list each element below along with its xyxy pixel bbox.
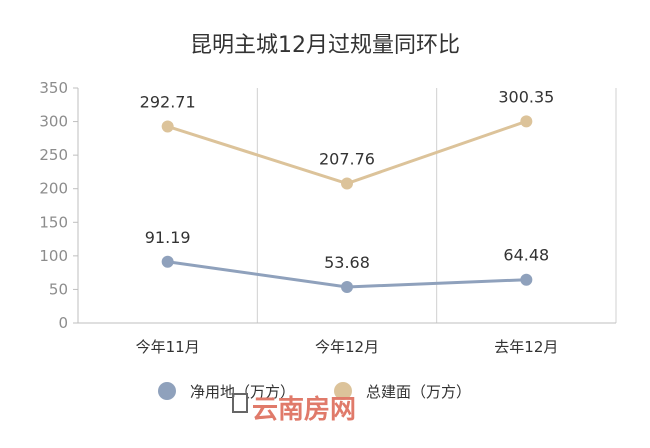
y-tick-label: 0 — [58, 314, 68, 332]
axes — [77, 88, 616, 324]
data-point — [341, 280, 353, 293]
y-tick-label: 300 — [39, 113, 68, 131]
legend-label: 总建面（万方） — [366, 383, 471, 401]
data-label: 292.71 — [140, 92, 196, 111]
data-label: 207.76 — [319, 150, 375, 169]
y-tick-label: 200 — [39, 180, 68, 198]
data-point — [520, 115, 533, 128]
x-tick-label: 今年12月 — [315, 338, 379, 356]
legend-marker — [334, 382, 352, 400]
data-label: 300.35 — [498, 87, 554, 106]
y-tick-label: 350 — [39, 79, 68, 97]
x-tick-label: 去年12月 — [494, 338, 558, 356]
data-point — [161, 120, 174, 133]
data-label: 53.68 — [324, 253, 370, 272]
x-axis-ticks: 今年11月 今年12月 去年12月 — [136, 338, 559, 356]
legend-label: 净用地（万方） — [190, 383, 295, 401]
y-tick-label: 150 — [39, 213, 68, 231]
x-tick-label: 今年11月 — [136, 338, 200, 356]
data-point — [161, 255, 174, 268]
data-label: 91.19 — [145, 228, 191, 247]
watermark: 云南房网 — [232, 393, 356, 425]
series-group: 91.19 53.68 64.48 292.71 207.76 300.35 — [140, 87, 554, 293]
y-tick-label: 50 — [49, 280, 68, 298]
legend-marker — [158, 382, 176, 400]
data-point — [341, 177, 353, 190]
chart-title: 昆明主城12月过规量同环比 — [190, 33, 460, 58]
data-label: 64.48 — [503, 246, 549, 265]
y-axis-ticks: 0 50 100 150 200 250 300 350 — [39, 79, 78, 332]
y-tick-label: 250 — [39, 146, 68, 164]
watermark-text: 云南房网 — [252, 395, 356, 425]
watermark-logo-icon — [232, 393, 248, 413]
data-point — [520, 273, 533, 286]
legend: 净用地（万方） 总建面（万方） — [158, 382, 471, 401]
y-tick-label: 100 — [39, 247, 68, 265]
